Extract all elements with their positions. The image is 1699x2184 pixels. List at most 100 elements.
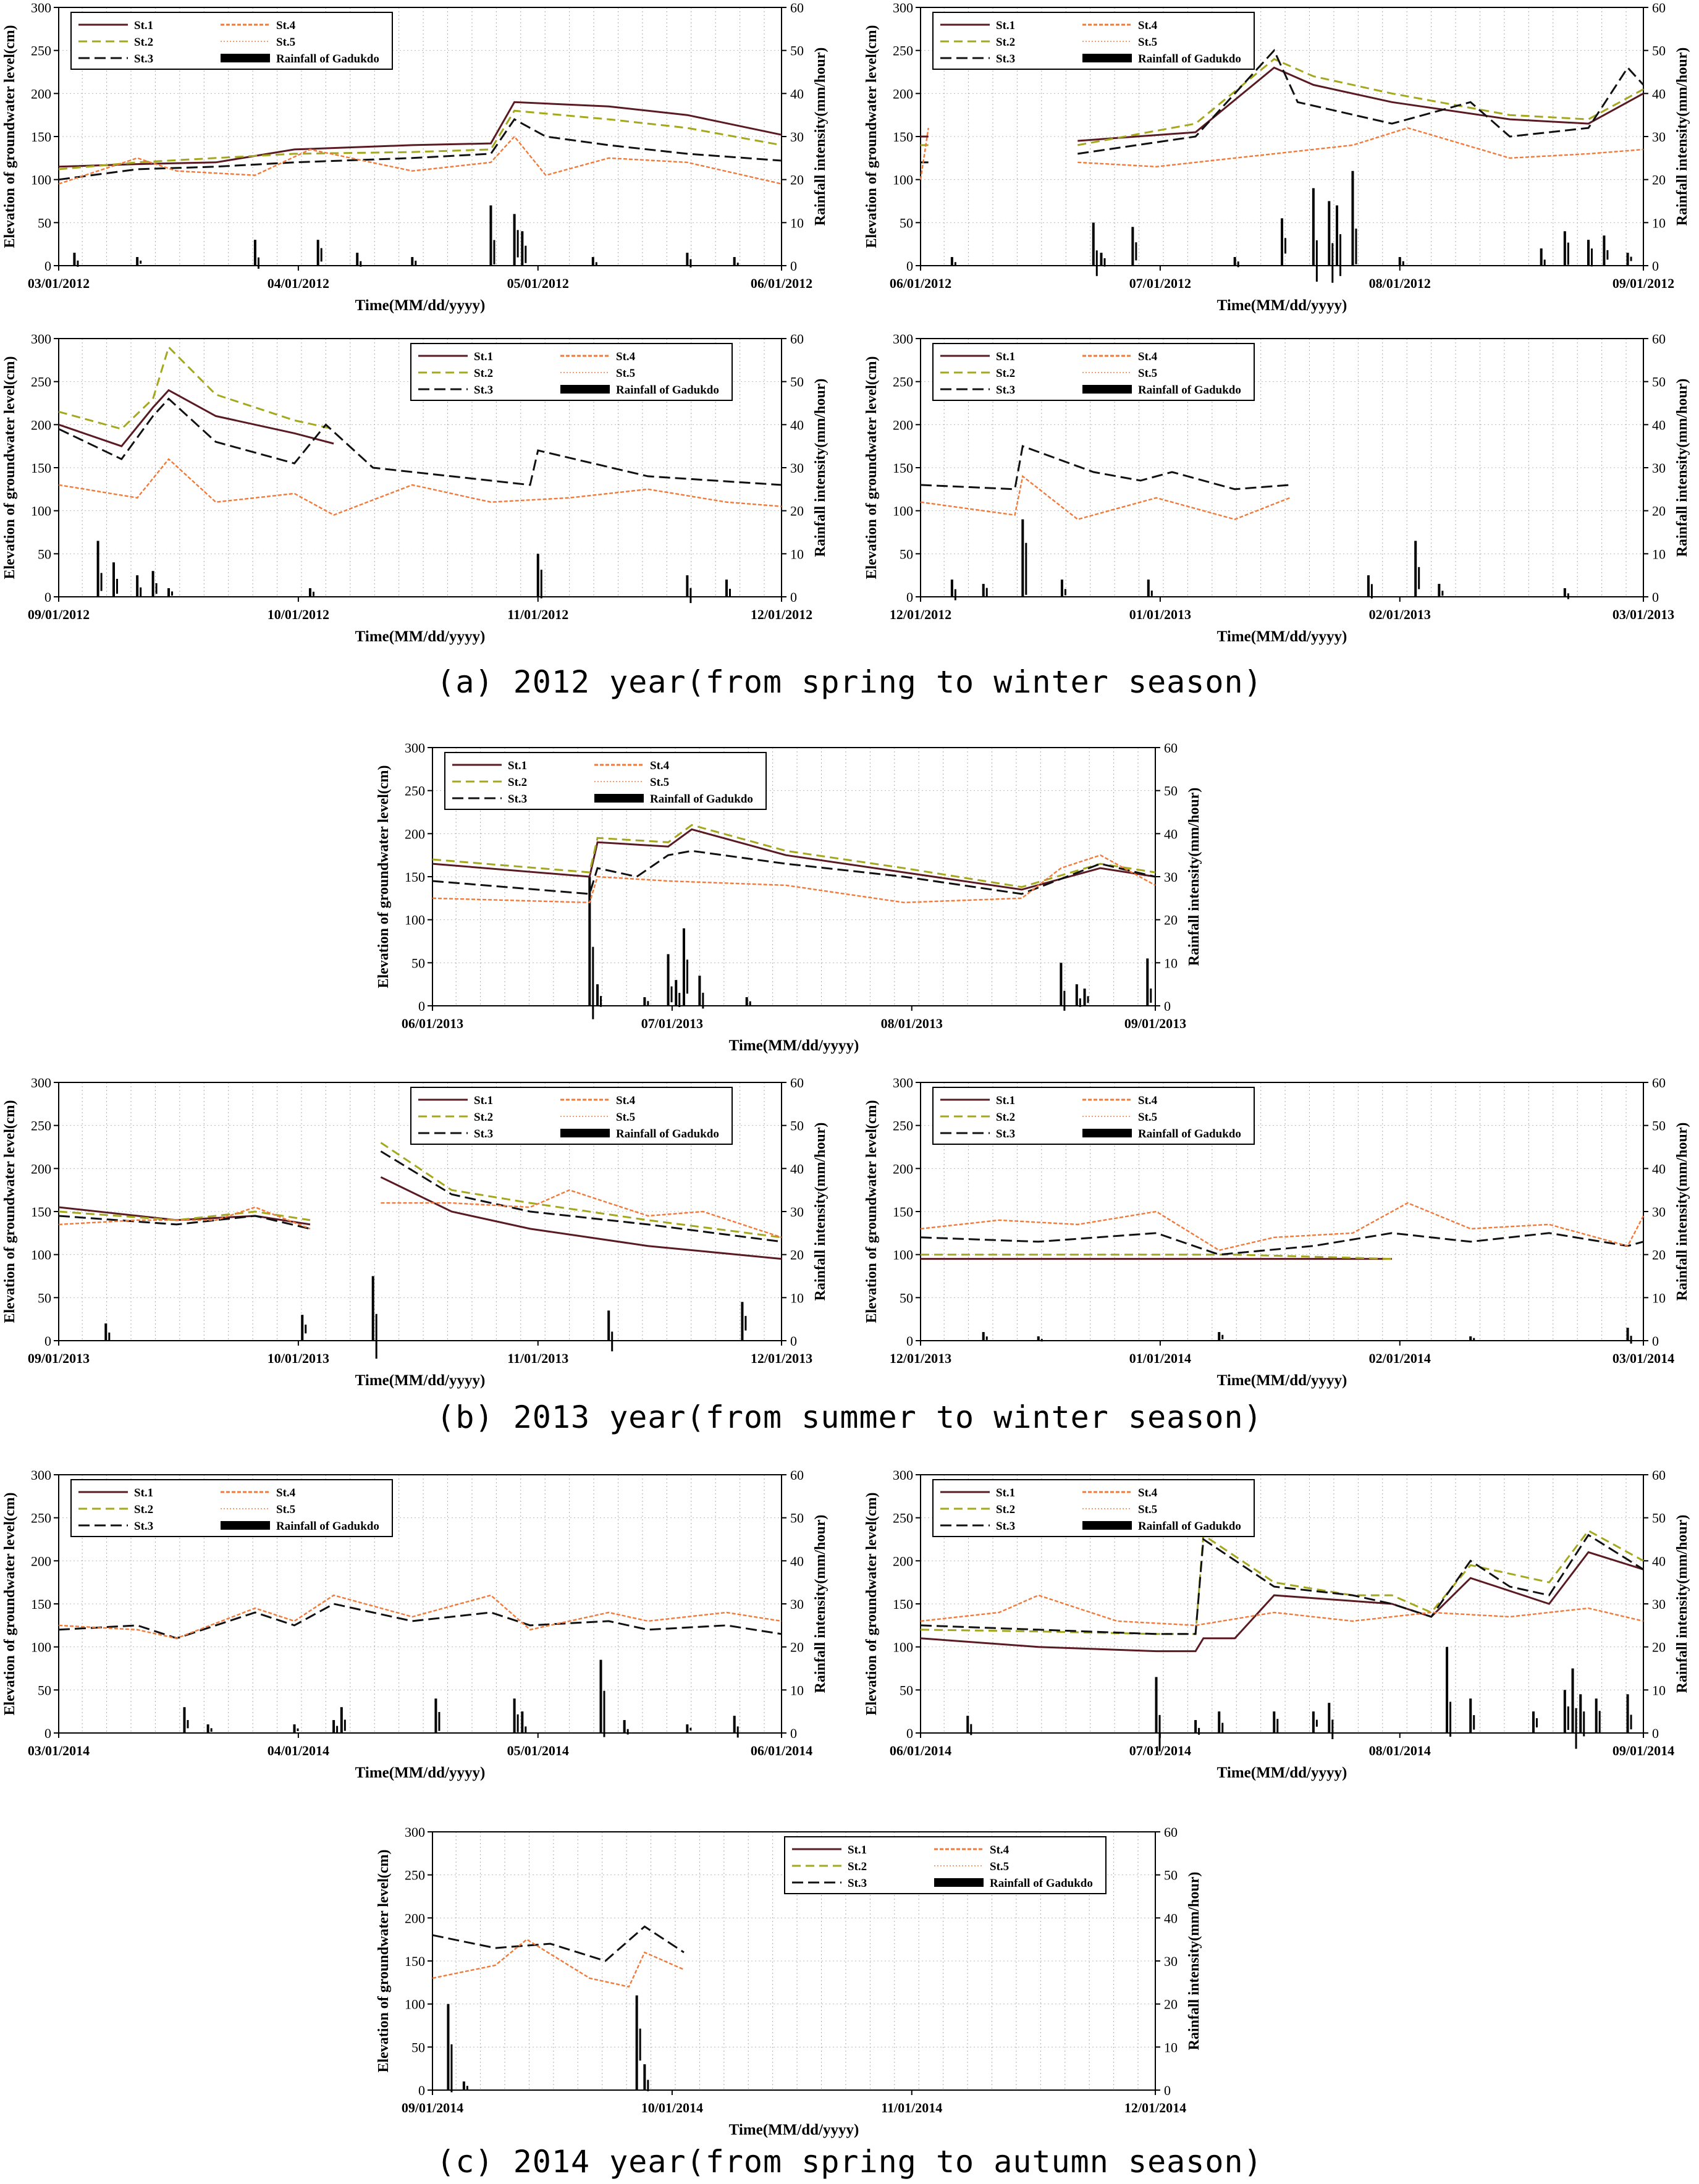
rainfall-bar: [308, 588, 311, 597]
y-tick-label: 300: [893, 1075, 913, 1090]
x-tick-label: 06/01/2012: [751, 276, 812, 291]
legend-label: Rainfall of Gadukdo: [616, 1128, 719, 1140]
y2-tick-label: 20: [1652, 504, 1666, 519]
y-tick-label: 200: [31, 1161, 51, 1176]
y-tick-label: 150: [893, 1596, 913, 1612]
legend: St.1 St.2 St.3 St.4 St.5 Rainfall of Gadukdo: [410, 1087, 733, 1145]
y-tick-label: 200: [31, 86, 51, 101]
x-tick-label: 05/01/2014: [507, 1743, 569, 1758]
y-tick-label: 100: [31, 1247, 51, 1263]
chart-panel: 0 50 100 150 200 250 300 0 10 20 30 40 50 60 06/01/201…: [864, 0, 1690, 314]
y2-tick-label: 20: [1652, 1247, 1666, 1263]
legend-swatch: [221, 54, 270, 62]
y-tick-label: 300: [405, 1824, 425, 1840]
y2-tick-label: 30: [790, 129, 804, 145]
x-tick-label: 04/01/2012: [268, 276, 329, 291]
x-tick-label: 01/01/2014: [1129, 1351, 1191, 1366]
rainfall-bar: [643, 997, 646, 1006]
rainfall-bar: [675, 980, 678, 1006]
rainfall-bar: [1590, 248, 1593, 267]
rainfall-bar: [970, 1724, 972, 1735]
y-tick-label: 150: [31, 1596, 51, 1612]
rainfall-bar: [1567, 593, 1569, 599]
x-tick-label: 03/01/2013: [1613, 607, 1674, 622]
legend-label: St.1: [508, 759, 527, 772]
caption-2013: (b) 2013 year(from summer to winter seas…: [436, 1399, 1263, 1435]
rainfall-bar: [187, 1720, 189, 1729]
legend-label: St.1: [134, 1486, 153, 1499]
y-tick-label: 50: [411, 2039, 425, 2055]
rainfall-bar: [305, 1325, 307, 1334]
y-tick-label: 0: [418, 998, 425, 1014]
y-axis-title: Elevation of groundwater level(cm): [2, 1100, 18, 1323]
rainfall-bar: [312, 591, 314, 596]
x-tick-label: 12/01/2013: [890, 1351, 951, 1366]
series-line-st2: [58, 109, 782, 171]
legend-label: St.2: [508, 776, 527, 789]
rainfall-bar: [320, 248, 323, 262]
y2-tick-label: 20: [1164, 1997, 1178, 2012]
rainfall-bar: [1218, 1332, 1221, 1341]
legend-label: St.1: [474, 1094, 493, 1107]
legend-label: Rainfall of Gadukdo: [1138, 53, 1241, 65]
x-tick-label: 08/01/2014: [1369, 1743, 1431, 1758]
rainfall-bar: [1473, 1338, 1475, 1341]
legend-label: St.2: [996, 1503, 1015, 1516]
rainfall-bar: [77, 260, 79, 267]
y-tick-label: 200: [893, 1161, 913, 1176]
legend-label: St.3: [508, 793, 527, 806]
x-tick-label: 10/01/2014: [641, 2100, 703, 2115]
rainfall-bar: [1567, 242, 1569, 265]
chart-panel: 0 50 100 150 200 250 300 0 10 20 30 40 50 60 03/01/201…: [2, 0, 828, 314]
rainfall-bar: [1540, 248, 1543, 266]
x-axis-title: Time(MM/dd/yyyy): [1217, 628, 1347, 645]
x-tick-label: 08/01/2012: [1369, 276, 1431, 291]
y2-tick-label: 40: [1652, 1161, 1666, 1176]
rainfall-bar: [155, 583, 158, 594]
y-tick-label: 150: [893, 1204, 913, 1220]
rainfall-bar: [599, 1659, 602, 1733]
rainfall-bar: [1221, 1722, 1224, 1734]
rainfall-bar: [611, 1331, 613, 1352]
legend-label: Rainfall of Gadukdo: [1138, 1520, 1241, 1533]
legend-label: St.3: [474, 384, 493, 397]
rainfall-bar: [686, 959, 688, 994]
rainfall-bar: [540, 570, 542, 599]
y2-tick-label: 60: [1652, 1467, 1666, 1483]
x-tick-label: 02/01/2013: [1369, 607, 1431, 622]
y2-tick-label: 0: [1164, 2083, 1171, 2098]
rainfall-bar: [1040, 1339, 1043, 1342]
legend-label: St.3: [996, 384, 1015, 397]
legend: St.1 St.2 St.3 St.4 St.5 Rainfall of Gadukdo: [932, 1479, 1255, 1537]
y-tick-label: 0: [44, 1333, 51, 1349]
rainfall-bar: [950, 257, 953, 266]
x-tick-label: 06/01/2014: [890, 1743, 951, 1758]
rainfall-bar: [1575, 1708, 1577, 1749]
rainfall-bar: [1583, 1711, 1585, 1737]
rainfall-bar: [210, 1728, 213, 1732]
legend-label: St.3: [996, 1520, 1015, 1533]
rainfall-bar: [1312, 188, 1315, 266]
rainfall-bar: [171, 591, 174, 596]
rainfall-bar: [360, 261, 362, 267]
y2-tick-label: 60: [790, 1467, 804, 1483]
rainfall-bar: [96, 541, 99, 597]
series-line-st3: [58, 1215, 311, 1230]
rainfall-bar: [136, 257, 139, 266]
x-axis-title: Time(MM/dd/yyyy): [355, 1764, 486, 1781]
rainfall-bar: [1075, 984, 1078, 1006]
rainfall-bar: [104, 1323, 108, 1341]
rainfall-bar: [1441, 591, 1444, 596]
rainfall-bar: [1398, 257, 1401, 266]
x-axis-title: Time(MM/dd/yyyy): [355, 628, 486, 645]
rainfall-bar: [1598, 1711, 1601, 1733]
rainfall-bar: [116, 578, 119, 594]
y-tick-label: 200: [893, 417, 913, 432]
rainfall-bar: [1630, 1336, 1632, 1344]
rainfall-bar: [1194, 1720, 1197, 1733]
y-tick-label: 200: [893, 86, 913, 101]
rainfall-bar: [1446, 1646, 1449, 1733]
legend-label: St.2: [996, 367, 1015, 380]
legend-label: St.1: [996, 350, 1015, 363]
caption-2014: (c) 2014 year(from spring to autumn seas…: [436, 2144, 1263, 2180]
